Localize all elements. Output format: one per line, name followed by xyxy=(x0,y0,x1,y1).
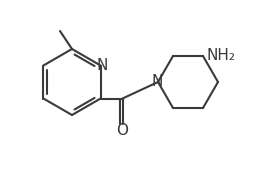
Text: N: N xyxy=(97,58,108,73)
Text: NH₂: NH₂ xyxy=(207,48,235,63)
Text: O: O xyxy=(116,123,129,138)
Text: N: N xyxy=(151,74,163,89)
